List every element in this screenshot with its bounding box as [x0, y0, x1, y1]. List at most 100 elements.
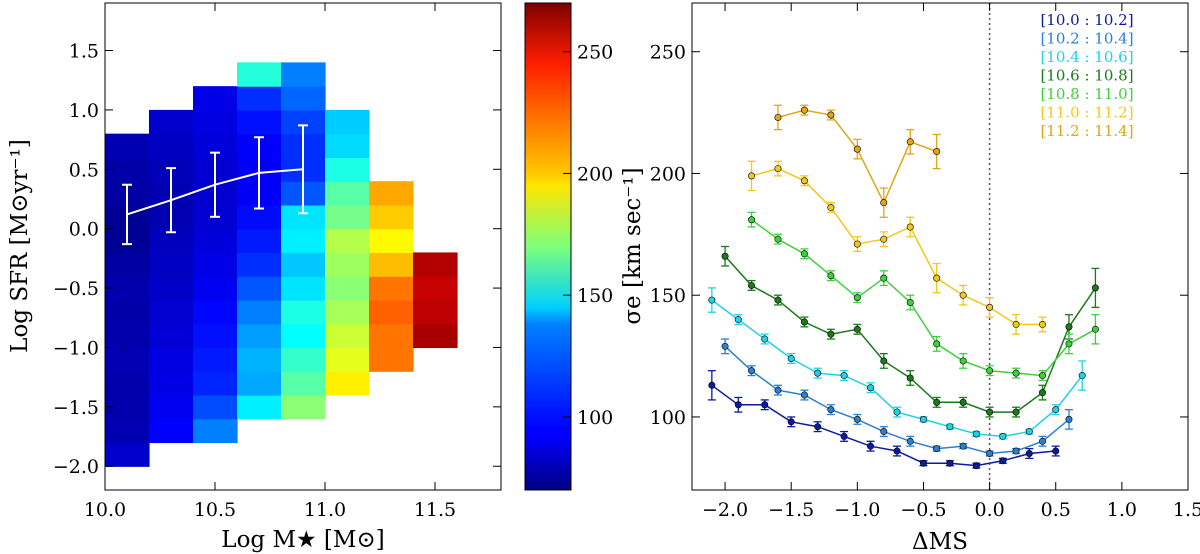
series-point: [774, 386, 782, 394]
series-point: [933, 340, 941, 348]
series-point: [1025, 449, 1033, 457]
heatmap-cell: [105, 252, 150, 277]
series-point: [708, 381, 716, 389]
heatmap-cell: [325, 371, 370, 396]
x-tick-label: −1.5: [768, 499, 814, 521]
x-tick-label: 1.0: [1107, 499, 1137, 521]
series-point: [853, 240, 861, 248]
y-tick-label: 150: [650, 285, 686, 307]
series-point: [880, 199, 888, 207]
heatmap-cell: [193, 109, 238, 135]
heatmap-cell: [193, 86, 238, 111]
series-point: [1039, 389, 1047, 397]
legend-entry: [10.4 : 10.6]: [1040, 48, 1133, 66]
series-point: [972, 430, 980, 438]
heatmap-cell: [149, 252, 194, 277]
series-point: [827, 204, 835, 212]
heatmap-cell: [193, 252, 238, 277]
series-point: [853, 325, 861, 333]
series-point: [748, 216, 756, 224]
series-group: [707, 104, 1100, 470]
heatmap-cell: [105, 299, 150, 325]
series-point: [919, 415, 927, 423]
series-point: [800, 250, 808, 258]
series-point: [853, 145, 861, 153]
heatmap-cells: [105, 62, 458, 467]
series-point: [800, 177, 808, 185]
heatmap-cell: [325, 157, 370, 182]
series-point: [906, 223, 914, 231]
heatmap-cell: [237, 276, 282, 301]
series-point: [748, 172, 756, 180]
series-point: [840, 432, 848, 440]
series-point: [986, 367, 994, 375]
series-point: [880, 428, 888, 436]
y-tick-label: 0.0: [69, 219, 99, 241]
heatmap-cell: [325, 276, 370, 301]
heatmap-cell: [281, 86, 326, 111]
y-tick-label: 1.5: [69, 41, 99, 63]
legend-entry: [10.6 : 10.8]: [1040, 67, 1133, 85]
series-point: [1078, 372, 1086, 380]
series: [747, 211, 1100, 382]
series-point: [1025, 428, 1033, 436]
heatmap-cell: [281, 62, 326, 87]
heatmap-cell: [325, 133, 370, 159]
heatmap-cell: [237, 109, 282, 135]
series-point: [1065, 323, 1073, 331]
line-ticks: −2.0 −1.5 −1.0 −0.5 0.0 0.5 1.0 1.5 100 150 200 250: [650, 3, 1200, 521]
heatmap-cell: [325, 347, 370, 372]
heatmap-cell: [193, 228, 238, 254]
heatmap-cell: [369, 181, 414, 206]
heatmap-cell: [237, 394, 282, 420]
heatmap-cell: [105, 418, 150, 444]
heatmap-cell: [237, 252, 282, 277]
series-point: [1039, 437, 1047, 445]
heatmap-cell: [281, 228, 326, 254]
series-point: [800, 318, 808, 326]
series-point: [959, 291, 967, 299]
legend: [10.0 : 10.2][10.2 : 10.4][10.4 : 10.6][…: [1040, 11, 1133, 140]
series-point: [1091, 325, 1099, 333]
series-line: [711, 384, 1056, 467]
heatmap-cell: [105, 133, 150, 159]
series-point: [1012, 320, 1020, 328]
series-point: [959, 357, 967, 365]
heatmap-cell: [193, 299, 238, 325]
heatmap-cell: [149, 347, 194, 372]
series-point: [946, 423, 954, 431]
colorbar: 100 150 200 250: [524, 2, 613, 491]
heatmap-cell: [325, 299, 370, 325]
series-point: [748, 367, 756, 375]
line-y-label: σe [km sec⁻¹]: [620, 167, 646, 324]
legend-entry: [11.2 : 11.4]: [1040, 122, 1133, 140]
series-point: [827, 406, 835, 414]
heatmap-cell: [325, 109, 370, 135]
heatmap-cell: [281, 252, 326, 277]
legend-entry: [10.2 : 10.4]: [1040, 30, 1133, 48]
heatmap-cell: [281, 394, 326, 420]
series-point: [906, 374, 914, 382]
series-line: [751, 167, 1043, 326]
series-point: [774, 165, 782, 173]
heatmap-cell: [149, 418, 194, 444]
x-tick-label: 10.5: [194, 499, 236, 521]
series-point: [959, 442, 967, 450]
heatmap-cell: [281, 323, 326, 349]
heatmap-cell: [369, 347, 414, 372]
heatmap-cell: [149, 394, 194, 420]
series-point: [774, 296, 782, 304]
line-frame: [691, 2, 1189, 491]
series-point: [1065, 340, 1073, 348]
heatmap-cell: [105, 371, 150, 396]
series-point: [919, 459, 927, 467]
heatmap-cell: [413, 276, 458, 301]
median-trend: [122, 124, 308, 246]
series-point: [880, 357, 888, 365]
series-point: [972, 462, 980, 470]
legend-entry: [11.0 : 11.2]: [1040, 104, 1133, 122]
series-point: [933, 398, 941, 406]
y-tick-label: 100: [650, 407, 686, 429]
series: [707, 370, 1060, 470]
series-point: [840, 372, 848, 380]
